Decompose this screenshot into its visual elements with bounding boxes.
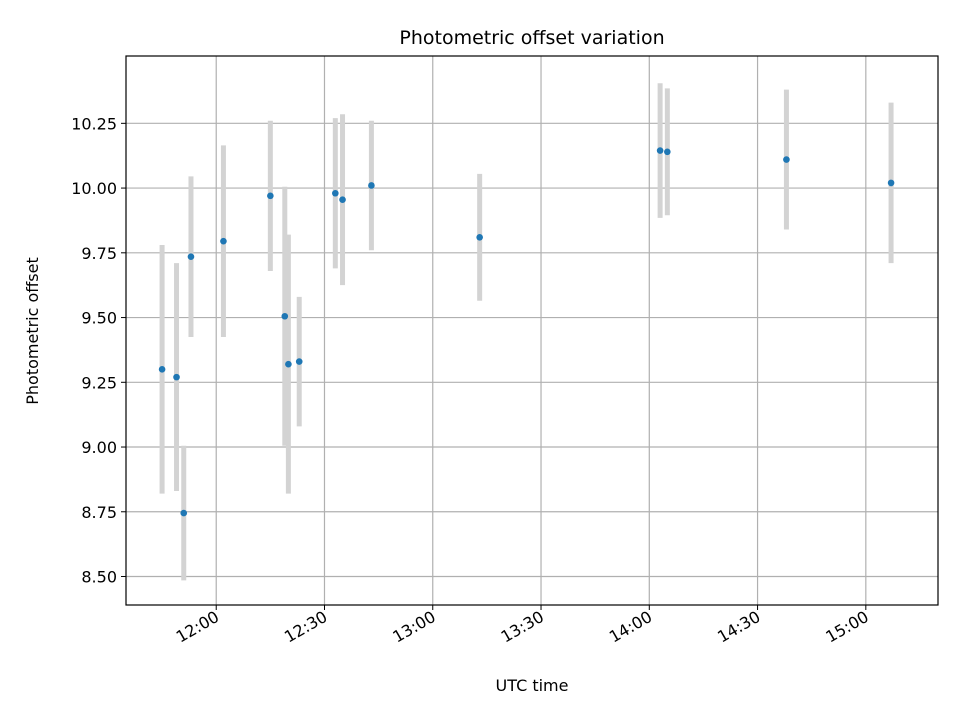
grid bbox=[126, 56, 938, 605]
data-point bbox=[783, 156, 790, 163]
data-point bbox=[158, 366, 166, 373]
data-point bbox=[281, 312, 289, 320]
data-point bbox=[295, 358, 303, 365]
y-axis-label: Photometric offset bbox=[23, 257, 42, 405]
y-tick-label: 8.50 bbox=[81, 568, 117, 587]
data-point bbox=[187, 253, 195, 260]
data-point bbox=[476, 233, 483, 241]
y-tick-label: 9.75 bbox=[81, 244, 117, 263]
data-point bbox=[285, 360, 292, 368]
data-point bbox=[656, 147, 664, 154]
data-point bbox=[267, 192, 274, 200]
plot-frame bbox=[125, 55, 939, 606]
data-point bbox=[180, 509, 188, 517]
data-point bbox=[339, 196, 346, 204]
y-tick-label: 8.75 bbox=[81, 503, 117, 522]
y-axis-ticks: 8.50 8.75 9.00 9.25 9.50 9.75 10.00 10.25 bbox=[71, 114, 126, 587]
data-point bbox=[368, 182, 375, 189]
data-point bbox=[173, 373, 180, 381]
y-tick-label: 9.00 bbox=[81, 438, 117, 457]
x-axis-label: UTC time bbox=[496, 676, 569, 695]
y-tick-label: 9.25 bbox=[81, 373, 117, 392]
y-tick-label: 10.00 bbox=[71, 179, 117, 198]
y-tick-label: 10.25 bbox=[71, 114, 117, 133]
data-point bbox=[332, 189, 339, 197]
data-point bbox=[220, 237, 227, 245]
y-tick-label: 9.50 bbox=[81, 309, 117, 328]
data-point bbox=[887, 179, 895, 187]
chart-title: Photometric offset variation bbox=[399, 27, 664, 49]
data-points bbox=[158, 147, 895, 517]
data-point bbox=[664, 148, 671, 156]
